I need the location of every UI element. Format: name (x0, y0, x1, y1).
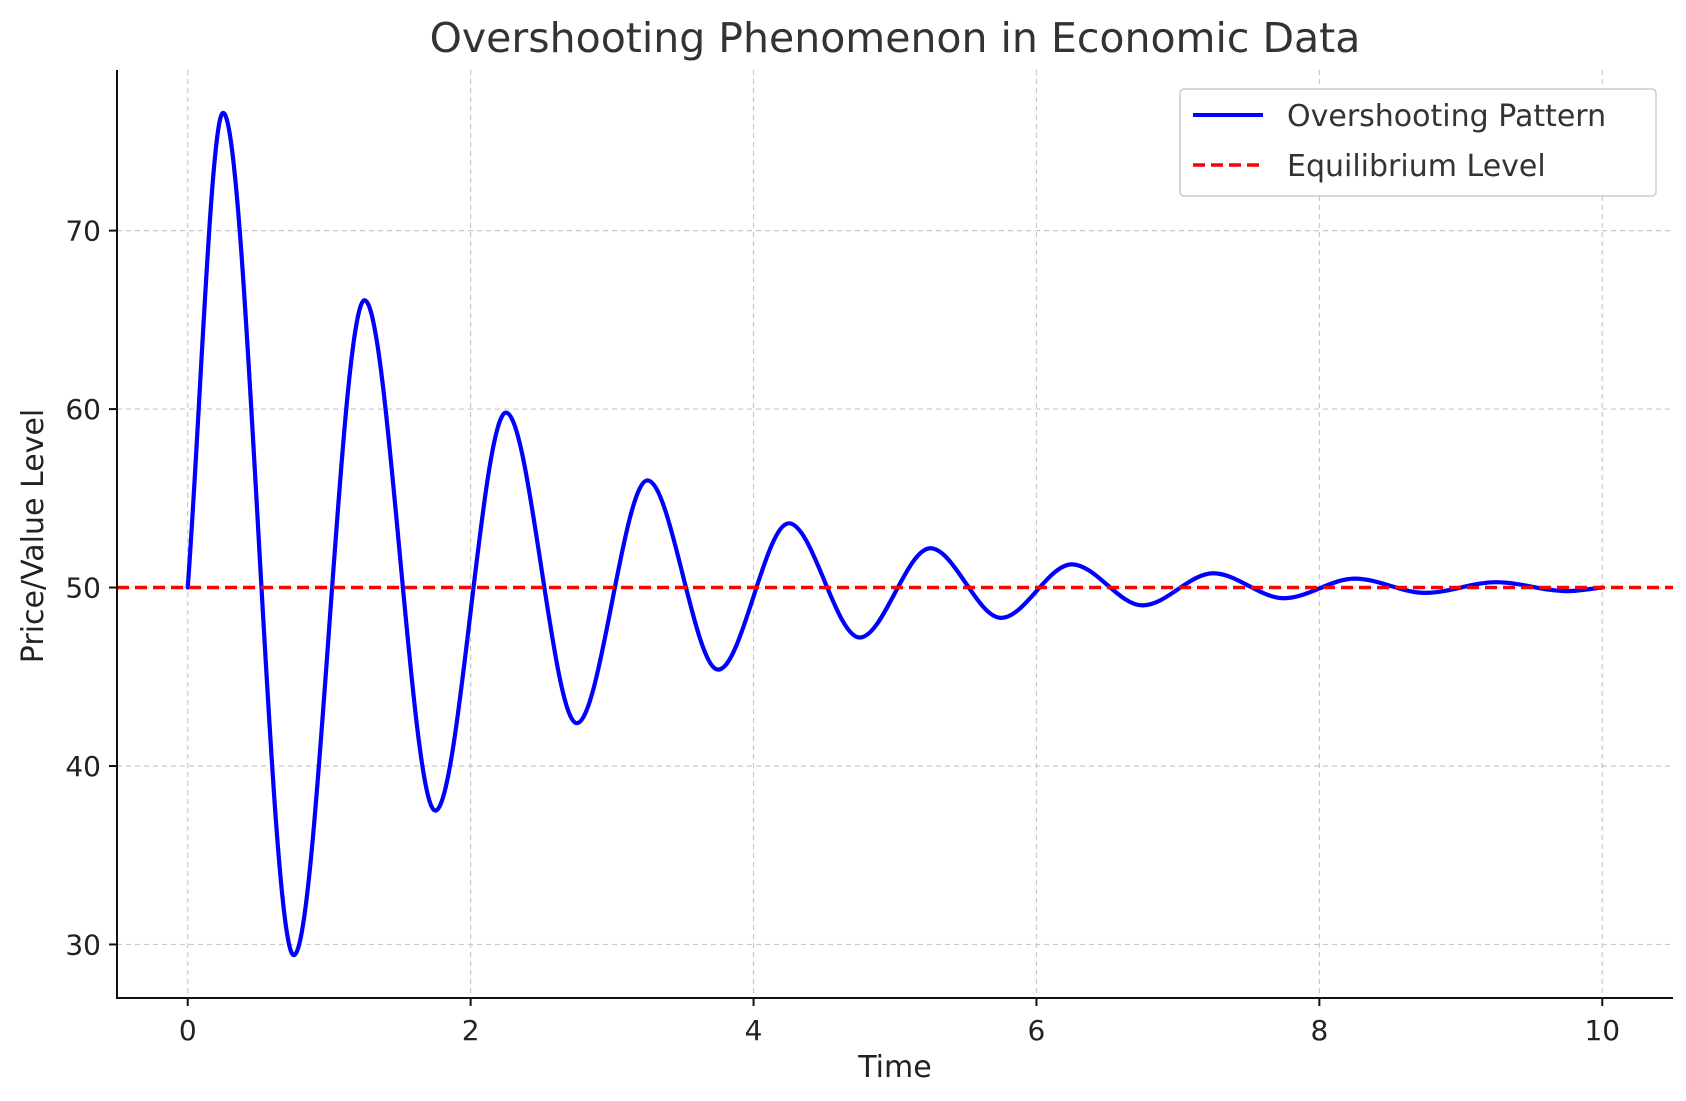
x-tick-label: 4 (745, 1014, 763, 1047)
axis-spines (116, 70, 1673, 999)
x-tick-label: 6 (1028, 1014, 1046, 1047)
x-tick-label: 2 (462, 1014, 480, 1047)
y-tick-label: 40 (65, 750, 101, 783)
legend-label-equilibrium: Equilibrium Level (1287, 149, 1546, 184)
y-tick-label: 50 (65, 572, 101, 605)
legend: Overshooting Pattern Equilibrium Level (1179, 88, 1657, 197)
x-axis-label: Time (857, 1050, 931, 1085)
legend-frame (1179, 88, 1657, 197)
legend-label-overshooting: Overshooting Pattern (1287, 99, 1606, 134)
grid (117, 70, 1673, 998)
x-tick-label: 8 (1310, 1014, 1328, 1047)
y-tick-label: 60 (65, 393, 101, 426)
series-layer (117, 110, 1673, 958)
y-axis-label: Price/Value Level (16, 409, 51, 663)
axes: 0 2 4 6 8 10 30 40 50 60 70 (65, 70, 1673, 1047)
x-tick-label: 0 (179, 1014, 197, 1047)
y-tick-label: 70 (65, 215, 101, 248)
y-tick-label: 30 (65, 928, 101, 961)
overshooting-pattern-line (185, 110, 1605, 958)
chart-title: Overshooting Phenomenon in Economic Data (430, 14, 1361, 62)
x-tick-label: 10 (1584, 1014, 1620, 1047)
